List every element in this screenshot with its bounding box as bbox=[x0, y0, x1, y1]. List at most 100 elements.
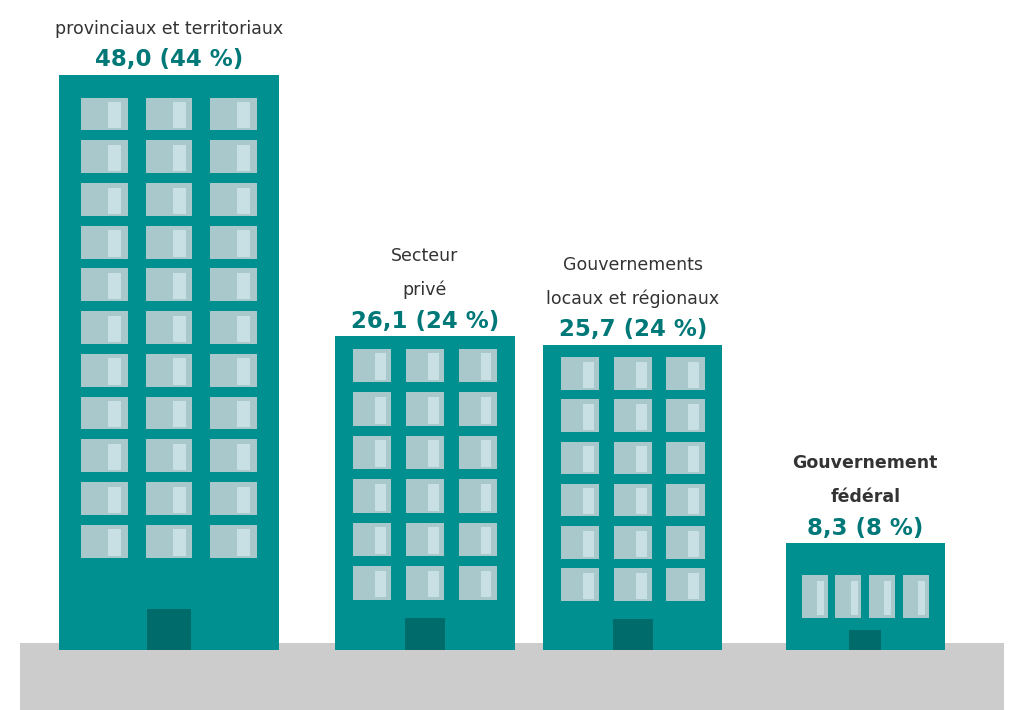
Bar bbox=[109, 486, 121, 513]
Bar bbox=[145, 183, 193, 216]
Bar bbox=[210, 311, 257, 344]
Text: Gouvernement: Gouvernement bbox=[793, 454, 938, 472]
Bar bbox=[406, 566, 444, 599]
Bar bbox=[173, 187, 185, 214]
Bar bbox=[109, 145, 121, 171]
Bar bbox=[173, 486, 185, 513]
Bar bbox=[353, 349, 391, 382]
Bar bbox=[869, 575, 895, 618]
Bar bbox=[173, 316, 185, 342]
Bar bbox=[561, 399, 599, 432]
Bar bbox=[238, 530, 251, 556]
Bar bbox=[109, 102, 121, 129]
Bar bbox=[210, 439, 257, 472]
Bar bbox=[667, 484, 705, 516]
Bar bbox=[109, 316, 121, 342]
Bar bbox=[238, 316, 251, 342]
Bar bbox=[836, 575, 861, 618]
Bar bbox=[145, 397, 193, 430]
Bar bbox=[109, 273, 121, 300]
Text: fédéral: fédéral bbox=[830, 488, 900, 506]
Bar bbox=[459, 392, 497, 426]
Text: privé: privé bbox=[402, 280, 447, 300]
Bar bbox=[802, 575, 827, 618]
Bar bbox=[584, 488, 594, 515]
Bar bbox=[210, 183, 257, 216]
Bar bbox=[147, 609, 191, 650]
Bar bbox=[406, 479, 444, 513]
Bar bbox=[459, 349, 497, 382]
Bar bbox=[81, 97, 128, 131]
Bar bbox=[561, 484, 599, 516]
Bar bbox=[238, 273, 251, 300]
Bar bbox=[238, 401, 251, 427]
Bar bbox=[428, 528, 438, 554]
Bar bbox=[561, 526, 599, 559]
Bar bbox=[376, 397, 386, 424]
Bar bbox=[210, 354, 257, 387]
Bar bbox=[688, 404, 699, 430]
Bar bbox=[667, 526, 705, 559]
Bar bbox=[238, 359, 251, 385]
Bar bbox=[817, 581, 824, 615]
Bar bbox=[459, 436, 497, 469]
Bar bbox=[145, 525, 193, 557]
Bar bbox=[353, 479, 391, 513]
Bar bbox=[850, 630, 881, 650]
Bar bbox=[480, 571, 492, 598]
Bar bbox=[81, 141, 128, 173]
Bar bbox=[543, 345, 723, 650]
Bar bbox=[851, 581, 858, 615]
Text: 8,3 (8 %): 8,3 (8 %) bbox=[807, 517, 924, 540]
Bar bbox=[376, 354, 386, 380]
Bar bbox=[636, 530, 646, 557]
Bar bbox=[20, 643, 1004, 710]
Bar bbox=[210, 226, 257, 258]
Bar bbox=[238, 230, 251, 256]
Bar bbox=[688, 361, 699, 388]
Bar bbox=[145, 226, 193, 258]
Bar bbox=[667, 569, 705, 601]
Bar bbox=[406, 349, 444, 382]
Bar bbox=[109, 444, 121, 470]
Bar bbox=[636, 446, 646, 472]
Bar bbox=[480, 528, 492, 554]
Bar bbox=[613, 442, 652, 474]
Bar bbox=[210, 397, 257, 430]
Bar bbox=[903, 575, 929, 618]
Bar bbox=[786, 543, 944, 650]
Bar bbox=[459, 566, 497, 599]
Bar bbox=[238, 145, 251, 171]
Bar bbox=[636, 488, 646, 515]
Bar bbox=[613, 484, 652, 516]
Bar bbox=[238, 187, 251, 214]
Bar bbox=[613, 526, 652, 559]
Bar bbox=[81, 525, 128, 557]
Bar bbox=[59, 75, 279, 650]
Bar bbox=[81, 183, 128, 216]
Bar bbox=[428, 571, 438, 598]
Bar bbox=[173, 530, 185, 556]
Bar bbox=[145, 141, 193, 173]
Bar bbox=[584, 361, 594, 388]
Bar bbox=[428, 440, 438, 467]
Bar bbox=[353, 523, 391, 556]
Bar bbox=[173, 359, 185, 385]
Bar bbox=[81, 268, 128, 301]
Bar bbox=[210, 482, 257, 515]
Bar bbox=[81, 482, 128, 515]
Bar bbox=[238, 102, 251, 129]
Bar bbox=[584, 446, 594, 472]
Bar bbox=[561, 357, 599, 390]
Bar bbox=[480, 397, 492, 424]
Bar bbox=[238, 486, 251, 513]
Bar bbox=[636, 361, 646, 388]
Bar bbox=[109, 230, 121, 256]
Bar bbox=[688, 530, 699, 557]
Bar bbox=[613, 357, 652, 390]
Bar bbox=[210, 97, 257, 131]
Bar bbox=[636, 573, 646, 599]
Text: locaux et régionaux: locaux et régionaux bbox=[546, 290, 720, 308]
Bar bbox=[667, 399, 705, 432]
Bar bbox=[109, 401, 121, 427]
